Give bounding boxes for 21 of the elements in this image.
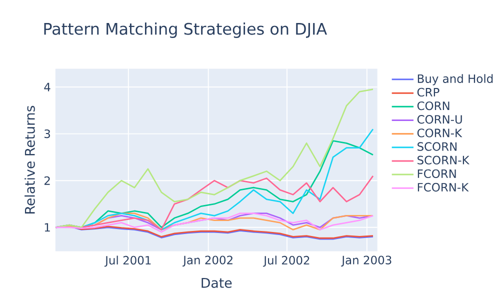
y-axis-title: Relative Returns: [24, 106, 35, 214]
x-tick-label: Jul 2001: [104, 256, 151, 267]
y-tick-label: 1: [44, 223, 50, 232]
chart-title: Pattern Matching Strategies on DJIA: [44, 22, 327, 38]
y-tick-label: 4: [44, 83, 50, 92]
legend-label: CORN-K: [417, 128, 462, 138]
legend-label: CORN-U: [417, 115, 462, 124]
y-tick-label: 2: [44, 176, 50, 186]
legend-label: Buy and Hold: [418, 74, 493, 86]
legend-label: CRP: [417, 88, 440, 97]
x-tick-label: Jan 2003: [341, 256, 392, 267]
x-tick-label: Jul 2002: [263, 256, 310, 267]
line-series: [55, 88, 374, 228]
legend-label: SCORN-K: [418, 156, 470, 165]
y-tick-label: 3: [44, 130, 50, 138]
x-axis-title: Date: [202, 278, 232, 288]
legend-label: FCORN-K: [418, 183, 469, 192]
legend-label: CORN: [417, 102, 450, 110]
legend-label: FCORN: [418, 170, 456, 178]
x-tick-label: Jan 2002: [182, 256, 232, 267]
legend-label: SCORN: [418, 142, 456, 152]
